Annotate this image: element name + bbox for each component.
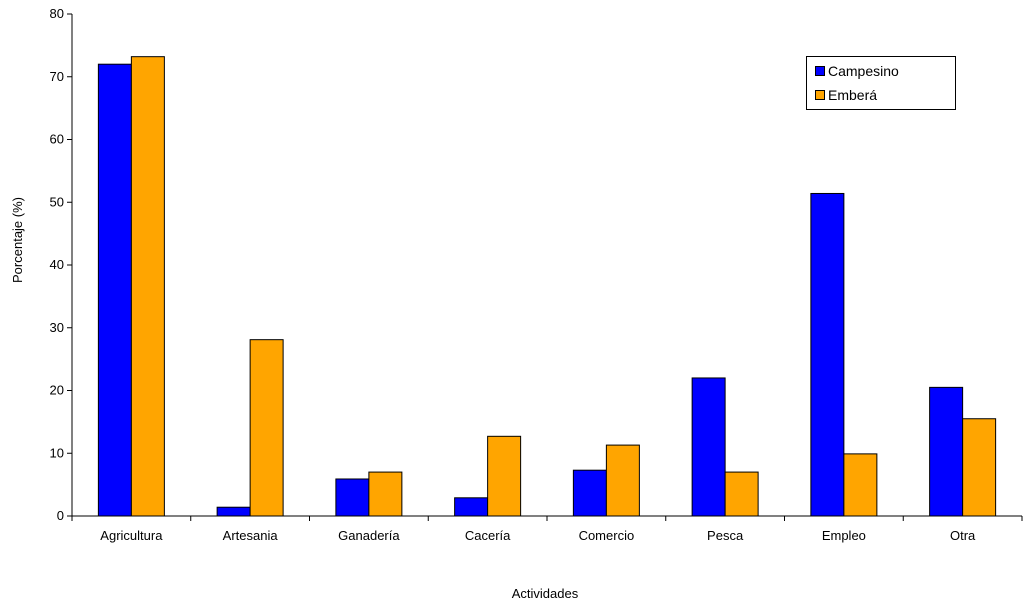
bar-campesino [572,469,607,517]
bar-campesino [97,63,132,517]
bar-embera [130,56,165,517]
y-tick-label: 80 [50,6,64,21]
legend-label-campesino: Campesino [828,63,899,79]
y-tick-label: 20 [50,383,64,398]
y-tick-label: 40 [50,257,64,272]
x-tick-label: Pesca [707,528,744,543]
legend-label-embera: Emberá [828,87,878,103]
y-tick-label: 0 [57,508,64,523]
y-tick-label: 50 [50,194,64,209]
x-tick-label: Ganadería [338,528,400,543]
y-ticks: 0 10 20 30 40 50 60 70 80 [50,6,72,523]
bar-campesino [810,192,845,517]
x-axis-label: Actividades [512,586,579,601]
x-tick-label: Agricultura [100,528,163,543]
x-tick-label: Comercio [579,528,635,543]
x-tick-label: Empleo [822,528,866,543]
x-tick-label: Cacería [465,528,511,543]
bars-layer [97,56,997,517]
legend-swatch-campesino [815,66,825,76]
y-tick-label: 60 [50,132,64,147]
x-ticks: Agricultura Artesania Ganadería Cacería Come… [71,516,1023,543]
bar-embera [962,418,997,517]
bar-campesino [335,478,370,517]
y-tick-label: 70 [50,69,64,84]
bar-campesino [454,497,489,517]
bar-embera [487,435,522,517]
bar-campesino [691,377,726,517]
legend-swatch-embera [815,90,825,100]
legend: Campesino Emberá [806,56,956,110]
y-tick-label: 30 [50,320,64,335]
y-tick-label: 10 [50,445,64,460]
legend-item-campesino: Campesino [815,63,899,79]
bar-embera [724,471,759,517]
bar-campesino [929,386,964,517]
bar-embera [605,444,640,517]
y-axis-label: Porcentaje (%) [10,197,25,283]
x-tick-label: Otra [950,528,976,543]
bar-campesino [216,506,251,517]
bar-embera [368,471,403,517]
legend-item-embera: Emberá [815,87,877,103]
bar-embera [843,453,878,517]
x-tick-label: Artesania [223,528,279,543]
bar-embera [249,339,284,517]
